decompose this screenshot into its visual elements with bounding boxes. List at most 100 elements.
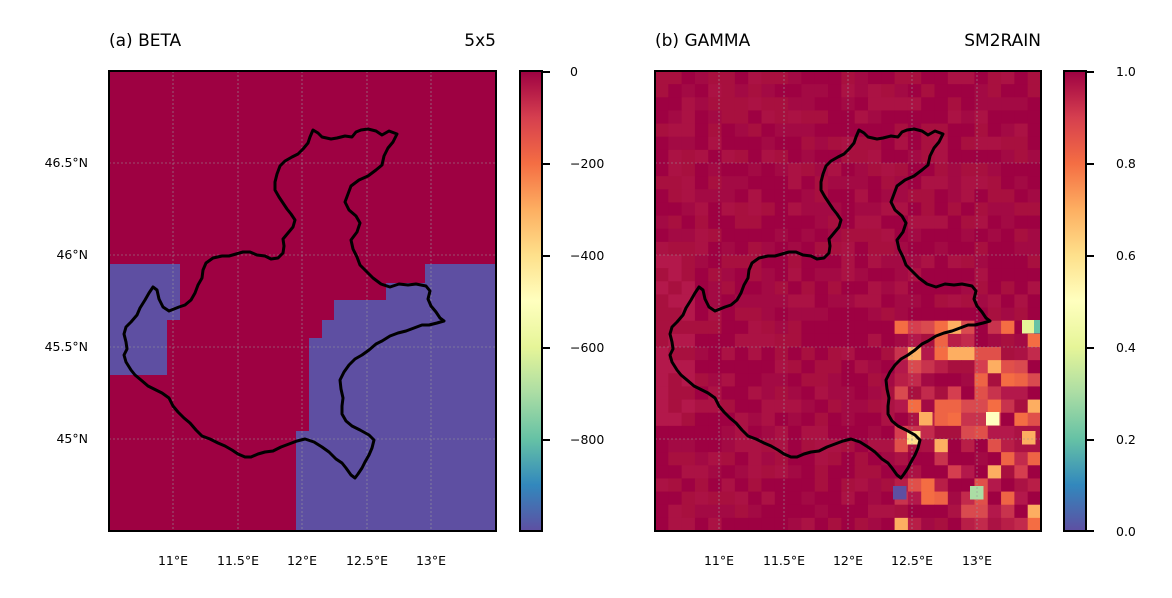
raster-cell (987, 517, 1002, 531)
panel-b: (b) GAMMA SM2RAIN 11°E 11.5°E 12°E 12.5°… (654, 31, 1136, 568)
panel-a: (a) BETA 5x5 46.5°N 46°N 45.5°N 45° (45, 31, 605, 568)
raster-cell (921, 360, 935, 374)
raster-cell (694, 176, 709, 190)
raster-cell (774, 123, 789, 138)
raster-cell (1027, 399, 1041, 414)
raster-cell (788, 347, 802, 361)
raster-cell (974, 189, 989, 203)
raster-cell (947, 202, 962, 216)
raster-cell (828, 228, 842, 243)
raster-cell (655, 452, 669, 466)
raster-cell (801, 439, 816, 453)
raster-cell (934, 110, 949, 124)
raster-cell (1014, 399, 1029, 414)
raster-cell (761, 97, 776, 111)
raster-cell (734, 333, 749, 348)
raster-cell (1001, 84, 1015, 98)
raster-cell (734, 386, 749, 400)
raster-cell (788, 504, 802, 519)
raster-cell (1001, 425, 1015, 440)
raster-cell (921, 307, 935, 322)
raster-cell (974, 241, 989, 256)
raster-cell (681, 347, 696, 361)
raster-cell (907, 84, 922, 98)
raster-cell (987, 504, 1002, 519)
raster-cell (907, 431, 921, 445)
raster-cell (708, 412, 722, 427)
raster-cell (961, 425, 975, 440)
raster-cell (907, 202, 922, 216)
raster-cell (934, 399, 949, 414)
raster-cell (1001, 294, 1015, 308)
raster-cell (694, 84, 709, 98)
raster-cell (694, 202, 709, 216)
raster-cell (841, 84, 856, 98)
raster-cell (947, 255, 962, 269)
raster-cell (974, 123, 989, 138)
raster-cell (721, 347, 736, 361)
raster-cell (721, 399, 736, 414)
raster-cell (1014, 163, 1029, 177)
raster-cell (748, 268, 762, 282)
raster-cell (828, 452, 842, 466)
raster-cell (987, 241, 1002, 256)
raster-cell (721, 320, 736, 335)
raster-cell (721, 176, 736, 190)
raster-cell (987, 425, 1002, 440)
raster-cell (1014, 255, 1029, 269)
raster-cell (734, 84, 749, 98)
raster-cell (841, 176, 856, 190)
raster-cell (801, 110, 816, 124)
raster-cell (934, 163, 949, 177)
raster-cell (1027, 189, 1041, 203)
raster-cell (721, 215, 736, 230)
raster-cell (748, 215, 762, 230)
raster-cell (961, 176, 975, 190)
raster-cell (867, 97, 882, 111)
raster-cell (681, 215, 696, 230)
raster-cell (694, 189, 709, 203)
raster-cell (1001, 491, 1015, 506)
raster-cell (774, 110, 789, 124)
raster-cell (894, 97, 909, 111)
colorbar-b-tick: 1.0 (1116, 64, 1136, 79)
raster-cell (987, 439, 1002, 453)
raster-cell (801, 268, 816, 282)
raster-cell (841, 123, 856, 138)
raster-cell (828, 123, 842, 138)
raster-cell (774, 347, 789, 361)
raster-cell (801, 333, 816, 348)
raster-cell (854, 228, 869, 243)
raster-cell (801, 452, 816, 466)
raster-cell (1027, 268, 1041, 282)
raster-cell (974, 412, 989, 427)
raster-cell (774, 215, 789, 230)
raster-cell (681, 504, 696, 519)
raster-cell (947, 439, 962, 453)
raster-cell (708, 268, 722, 282)
raster-cell (814, 452, 829, 466)
raster-cell (881, 504, 895, 519)
raster-cell (668, 255, 683, 269)
raster-cell (854, 333, 869, 348)
raster-cell (947, 84, 962, 98)
raster-cell (655, 360, 669, 374)
raster-cell (841, 439, 856, 453)
raster-cell (1027, 307, 1041, 322)
raster-cell (921, 228, 935, 243)
xtick-label: 12.5°E (891, 553, 933, 568)
raster-cell (814, 491, 829, 506)
ytick-label: 45°N (56, 431, 88, 446)
raster-cell (961, 71, 975, 85)
raster-cell (694, 110, 709, 124)
raster-cell (907, 320, 922, 335)
raster-cell (788, 491, 802, 506)
raster-cell (721, 228, 736, 243)
raster-cell (947, 123, 962, 138)
raster-cell (708, 504, 722, 519)
raster-cell (1027, 478, 1041, 492)
raster-cell (1014, 123, 1029, 138)
raster-cell (694, 439, 709, 453)
raster-cell (961, 399, 975, 414)
raster-cell (694, 123, 709, 138)
